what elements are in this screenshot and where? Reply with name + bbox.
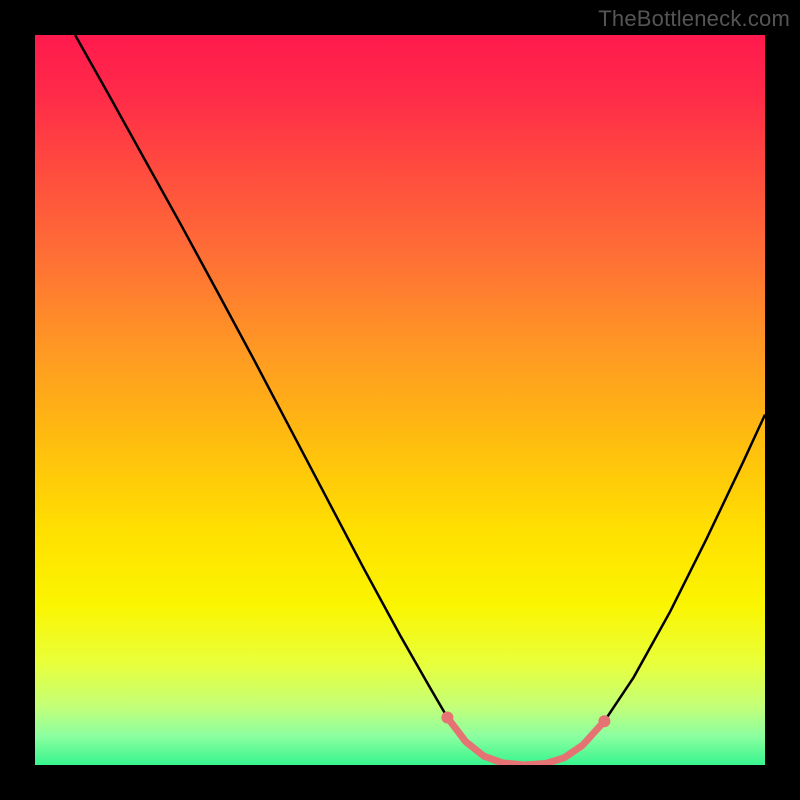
range-start-dot xyxy=(441,712,453,724)
curve-layer xyxy=(35,35,765,765)
bottleneck-curve xyxy=(75,35,765,765)
optimal-range-segment xyxy=(447,718,604,766)
range-end-dot xyxy=(598,715,610,727)
watermark-text: TheBottleneck.com xyxy=(598,6,790,32)
chart-frame: TheBottleneck.com xyxy=(0,0,800,800)
plot-area xyxy=(35,35,765,765)
